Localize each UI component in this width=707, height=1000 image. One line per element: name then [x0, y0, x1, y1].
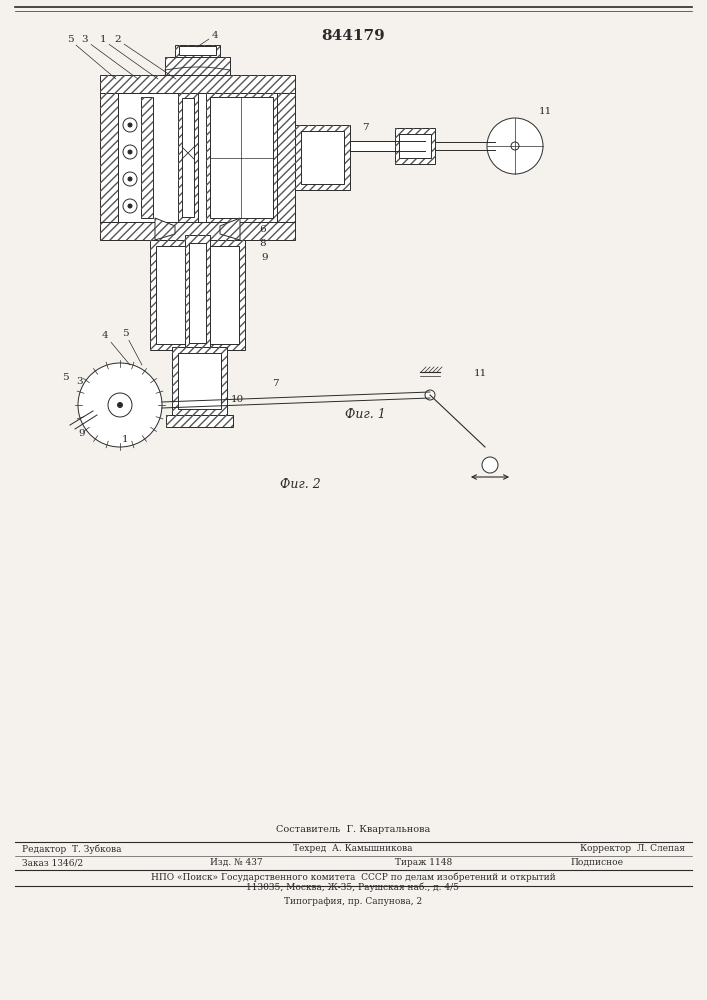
Text: Подписное: Подписное	[570, 858, 623, 867]
Bar	[156, 246, 239, 344]
Bar	[100, 75, 295, 93]
Bar	[100, 222, 295, 240]
Bar	[206, 93, 277, 222]
Text: 7: 7	[271, 378, 279, 387]
Bar	[100, 222, 295, 240]
Text: 9: 9	[262, 253, 269, 262]
Text: Тираж 1148: Тираж 1148	[395, 858, 452, 867]
Text: Корректор  Л. Слепая: Корректор Л. Слепая	[580, 844, 685, 853]
Polygon shape	[220, 218, 240, 240]
Bar	[182, 98, 194, 217]
Bar	[166, 415, 233, 427]
Text: 4: 4	[197, 30, 218, 47]
Bar	[141, 97, 153, 218]
Bar	[189, 243, 206, 343]
Text: 10: 10	[230, 395, 244, 404]
Circle shape	[487, 118, 543, 174]
Text: Фиг. 1: Фиг. 1	[344, 408, 385, 422]
Circle shape	[123, 199, 137, 213]
Bar	[172, 347, 227, 415]
Bar	[295, 125, 350, 190]
Circle shape	[78, 363, 162, 447]
Bar	[179, 46, 216, 55]
Text: 6: 6	[259, 226, 267, 234]
Bar	[399, 134, 431, 158]
Bar	[277, 93, 295, 222]
Text: Изд. № 437: Изд. № 437	[210, 858, 262, 867]
Polygon shape	[155, 218, 175, 240]
Circle shape	[123, 172, 137, 186]
Bar	[165, 57, 230, 75]
Bar	[100, 75, 295, 93]
Circle shape	[425, 390, 435, 400]
Text: 113035, Москва, Ж-35, Раушская наб., д. 4/5: 113035, Москва, Ж-35, Раушская наб., д. …	[247, 882, 460, 892]
Text: 7: 7	[362, 123, 368, 132]
Text: 5: 5	[62, 372, 69, 381]
Text: 9: 9	[78, 428, 86, 438]
Circle shape	[482, 457, 498, 473]
Text: 3: 3	[76, 376, 83, 385]
Circle shape	[123, 118, 137, 132]
Text: Типография, пр. Сапунова, 2: Типография, пр. Сапунова, 2	[284, 897, 422, 906]
Text: Фиг. 2: Фиг. 2	[280, 479, 320, 491]
Bar	[100, 93, 118, 222]
Bar	[178, 353, 221, 409]
Bar	[277, 93, 295, 222]
Bar	[295, 125, 350, 190]
Text: 8: 8	[259, 239, 267, 248]
Text: 5: 5	[66, 35, 116, 79]
Text: Заказ 1346/2: Заказ 1346/2	[22, 858, 83, 867]
Bar	[206, 93, 277, 222]
Text: Составитель  Г. Квартальнова: Составитель Г. Квартальнова	[276, 825, 430, 834]
Bar	[141, 97, 153, 218]
Bar	[100, 93, 118, 222]
Bar	[185, 235, 210, 350]
Circle shape	[128, 204, 132, 208]
Bar	[185, 235, 210, 350]
Text: 5: 5	[122, 328, 142, 365]
Bar	[175, 45, 220, 57]
Bar	[165, 57, 230, 75]
Text: Техред  А. Камышникова: Техред А. Камышникова	[293, 844, 413, 853]
Circle shape	[511, 142, 519, 150]
Bar	[118, 93, 277, 222]
Text: 4: 4	[102, 330, 130, 365]
Bar	[150, 240, 245, 350]
Circle shape	[128, 150, 132, 154]
Bar	[172, 347, 227, 415]
Circle shape	[123, 145, 137, 159]
Bar	[178, 93, 198, 222]
Circle shape	[108, 393, 132, 417]
Text: 2: 2	[115, 35, 176, 79]
Bar	[395, 128, 435, 164]
Bar	[301, 131, 344, 184]
Text: 11: 11	[474, 368, 486, 377]
Bar	[166, 415, 233, 427]
Text: 3: 3	[82, 35, 138, 79]
Bar	[150, 240, 245, 350]
Text: НПО «Поиск» Государственного комитета  СССР по делам изобретений и открытий: НПО «Поиск» Государственного комитета СС…	[151, 872, 556, 882]
Text: 1: 1	[122, 436, 128, 444]
Bar	[175, 45, 220, 57]
Text: 11: 11	[538, 106, 551, 115]
Bar	[350, 141, 425, 151]
Text: 844179: 844179	[321, 29, 385, 43]
Circle shape	[128, 123, 132, 127]
Bar	[210, 97, 273, 218]
Bar	[178, 93, 198, 222]
Text: Редактор  Т. Зубкова: Редактор Т. Зубкова	[22, 844, 122, 854]
Circle shape	[117, 402, 122, 408]
Bar	[395, 128, 435, 164]
Circle shape	[128, 177, 132, 181]
Text: 1: 1	[100, 35, 158, 79]
